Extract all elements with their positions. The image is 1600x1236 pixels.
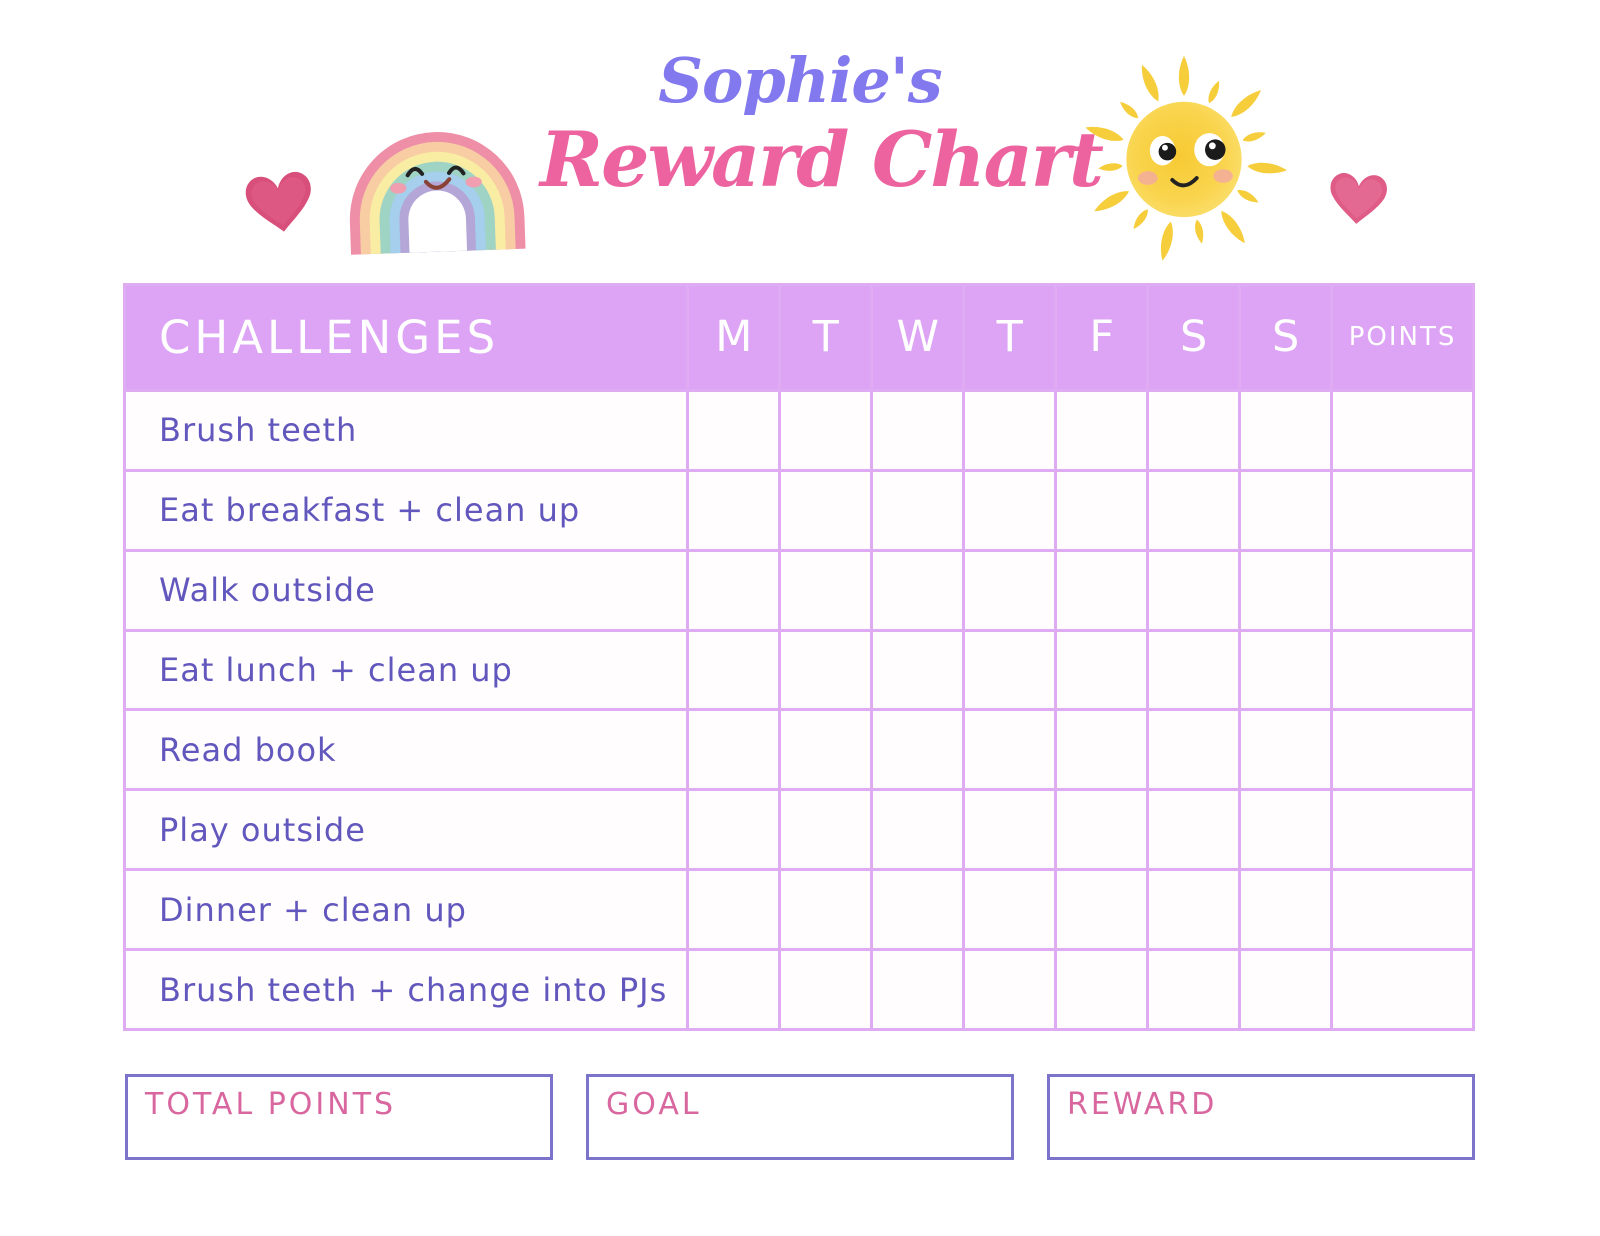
goal-label: GOAL: [606, 1087, 702, 1122]
day-cell-r2-c1[interactable]: [689, 471, 779, 549]
goal-value[interactable]: [589, 1121, 1011, 1157]
day-cell-r7-c2[interactable]: [781, 871, 871, 949]
day-cell-r1-c1[interactable]: [689, 391, 779, 469]
challenge-label: Play outside: [126, 791, 687, 869]
reward-box: REWARD: [1047, 1074, 1475, 1160]
day-cell-r5-c5[interactable]: [1057, 711, 1147, 789]
points-cell-r5[interactable]: [1333, 711, 1472, 789]
points-cell-r1[interactable]: [1333, 391, 1472, 469]
reward-table: CHALLENGES M T W T F S S POINTS Brush teeth Eat br…: [123, 283, 1475, 1031]
day-cell-r4-c1[interactable]: [689, 631, 779, 709]
day-cell-r2-c7[interactable]: [1241, 471, 1331, 549]
day-cell-r7-c3[interactable]: [873, 871, 963, 949]
day-cell-r5-c4[interactable]: [965, 711, 1055, 789]
day-cell-r5-c7[interactable]: [1241, 711, 1331, 789]
day-cell-r4-c6[interactable]: [1149, 631, 1239, 709]
day-cell-r1-c6[interactable]: [1149, 391, 1239, 469]
day-cell-r1-c7[interactable]: [1241, 391, 1331, 469]
day-cell-r3-c5[interactable]: [1057, 551, 1147, 629]
day-cell-r8-c3[interactable]: [873, 951, 963, 1028]
day-cell-r6-c7[interactable]: [1241, 791, 1331, 869]
day-cell-r7-c6[interactable]: [1149, 871, 1239, 949]
column-header-day-1: M: [689, 286, 779, 389]
day-cell-r1-c5[interactable]: [1057, 391, 1147, 469]
column-header-day-5: F: [1057, 286, 1147, 389]
day-cell-r2-c6[interactable]: [1149, 471, 1239, 549]
day-cell-r2-c5[interactable]: [1057, 471, 1147, 549]
challenge-label: Brush teeth: [126, 391, 687, 469]
day-cell-r2-c3[interactable]: [873, 471, 963, 549]
day-cell-r3-c7[interactable]: [1241, 551, 1331, 629]
title-heading: Reward Chart: [540, 115, 1104, 204]
day-cell-r7-c4[interactable]: [965, 871, 1055, 949]
day-cell-r3-c2[interactable]: [781, 551, 871, 629]
challenge-label: Walk outside: [126, 551, 687, 629]
day-cell-r2-c2[interactable]: [781, 471, 871, 549]
column-header-day-2: T: [781, 286, 871, 389]
points-cell-r7[interactable]: [1333, 871, 1472, 949]
day-cell-r1-c2[interactable]: [781, 391, 871, 469]
total-points-box: TOTAL POINTS: [125, 1074, 553, 1160]
total-points-value[interactable]: [128, 1121, 550, 1157]
day-cell-r7-c1[interactable]: [689, 871, 779, 949]
day-cell-r8-c6[interactable]: [1149, 951, 1239, 1028]
sun-icon: [1083, 55, 1288, 262]
day-cell-r8-c2[interactable]: [781, 951, 871, 1028]
day-cell-r2-c4[interactable]: [965, 471, 1055, 549]
day-cell-r3-c1[interactable]: [689, 551, 779, 629]
column-header-challenges: CHALLENGES: [126, 286, 687, 389]
day-cell-r3-c3[interactable]: [873, 551, 963, 629]
points-cell-r4[interactable]: [1333, 631, 1472, 709]
challenge-label: Brush teeth + change into PJs: [126, 951, 687, 1028]
goal-box: GOAL: [586, 1074, 1014, 1160]
day-cell-r7-c7[interactable]: [1241, 871, 1331, 949]
day-cell-r6-c6[interactable]: [1149, 791, 1239, 869]
rainbow-icon: [349, 132, 526, 255]
column-header-day-4: T: [965, 286, 1055, 389]
day-cell-r3-c4[interactable]: [965, 551, 1055, 629]
day-cell-r1-c4[interactable]: [965, 391, 1055, 469]
points-cell-r3[interactable]: [1333, 551, 1472, 629]
day-cell-r5-c6[interactable]: [1149, 711, 1239, 789]
day-cell-r6-c3[interactable]: [873, 791, 963, 869]
day-cell-r8-c1[interactable]: [689, 951, 779, 1028]
challenge-label: Eat lunch + clean up: [126, 631, 687, 709]
points-cell-r2[interactable]: [1333, 471, 1472, 549]
day-cell-r6-c1[interactable]: [689, 791, 779, 869]
heart-icon: [1330, 173, 1387, 224]
day-cell-r6-c2[interactable]: [781, 791, 871, 869]
reward-value[interactable]: [1050, 1121, 1472, 1157]
day-cell-r4-c2[interactable]: [781, 631, 871, 709]
title-owner-name: Sophie's: [658, 44, 942, 117]
day-cell-r6-c4[interactable]: [965, 791, 1055, 869]
column-header-day-6: S: [1149, 286, 1239, 389]
day-cell-r4-c4[interactable]: [965, 631, 1055, 709]
day-cell-r3-c6[interactable]: [1149, 551, 1239, 629]
challenge-label: Read book: [126, 711, 687, 789]
reward-label: REWARD: [1067, 1087, 1218, 1122]
day-cell-r6-c5[interactable]: [1057, 791, 1147, 869]
day-cell-r5-c3[interactable]: [873, 711, 963, 789]
points-cell-r6[interactable]: [1333, 791, 1472, 869]
day-cell-r5-c1[interactable]: [689, 711, 779, 789]
heart-icon: [245, 171, 311, 232]
day-cell-r4-c5[interactable]: [1057, 631, 1147, 709]
total-points-label: TOTAL POINTS: [145, 1087, 397, 1122]
day-cell-r1-c3[interactable]: [873, 391, 963, 469]
challenge-label: Eat breakfast + clean up: [126, 471, 687, 549]
points-cell-r8[interactable]: [1333, 951, 1472, 1028]
day-cell-r5-c2[interactable]: [781, 711, 871, 789]
challenge-label: Dinner + clean up: [126, 871, 687, 949]
day-cell-r8-c4[interactable]: [965, 951, 1055, 1028]
day-cell-r8-c7[interactable]: [1241, 951, 1331, 1028]
day-cell-r4-c3[interactable]: [873, 631, 963, 709]
day-cell-r7-c5[interactable]: [1057, 871, 1147, 949]
column-header-points: POINTS: [1333, 286, 1472, 389]
column-header-day-3: W: [873, 286, 963, 389]
column-header-day-7: S: [1241, 286, 1331, 389]
day-cell-r4-c7[interactable]: [1241, 631, 1331, 709]
day-cell-r8-c5[interactable]: [1057, 951, 1147, 1028]
page-title: Sophie's Reward Chart: [540, 44, 1104, 204]
